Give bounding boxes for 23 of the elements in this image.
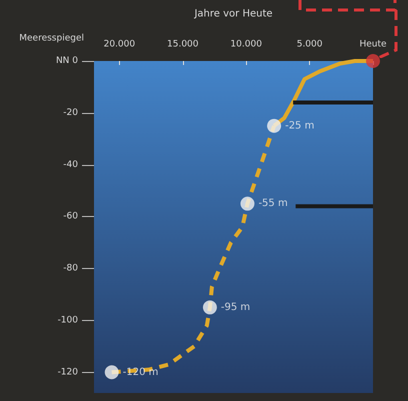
y-axis-title: Meeresspiegel	[19, 34, 84, 44]
data-label: -25 m	[285, 120, 314, 132]
data-label: -55 m	[258, 198, 288, 210]
y-tick-label: -120	[58, 367, 78, 378]
y-tick-label: -20	[63, 108, 78, 118]
x-tick-label: 5.000	[296, 40, 323, 50]
y-tick-label: -40	[63, 160, 78, 170]
y-tick-label: -80	[63, 264, 78, 274]
point	[366, 54, 380, 68]
point	[240, 196, 254, 211]
data-label: -120 m	[122, 366, 158, 378]
y-tick-label: -60	[63, 212, 78, 222]
y-tick-label: NN 0	[56, 56, 78, 66]
x-axis-title: Jahre vor Heute	[193, 8, 273, 20]
y-tick-label: -100	[58, 315, 78, 326]
data-label: -95 m	[220, 302, 250, 313]
x-tick-label: Heute	[359, 40, 387, 50]
x-tick-label: 20.000	[104, 40, 136, 50]
point	[104, 365, 119, 380]
x-tick-label: 10.000	[230, 40, 262, 50]
x-tick-label: 15.000	[167, 40, 199, 50]
point	[267, 118, 282, 133]
point	[202, 300, 217, 314]
